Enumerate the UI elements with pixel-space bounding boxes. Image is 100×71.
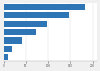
- Bar: [4, 37, 22, 44]
- Bar: [4, 46, 12, 52]
- Bar: [4, 21, 47, 27]
- Bar: [4, 12, 69, 18]
- Bar: [4, 54, 8, 60]
- Bar: [4, 4, 85, 10]
- Bar: [4, 29, 36, 35]
